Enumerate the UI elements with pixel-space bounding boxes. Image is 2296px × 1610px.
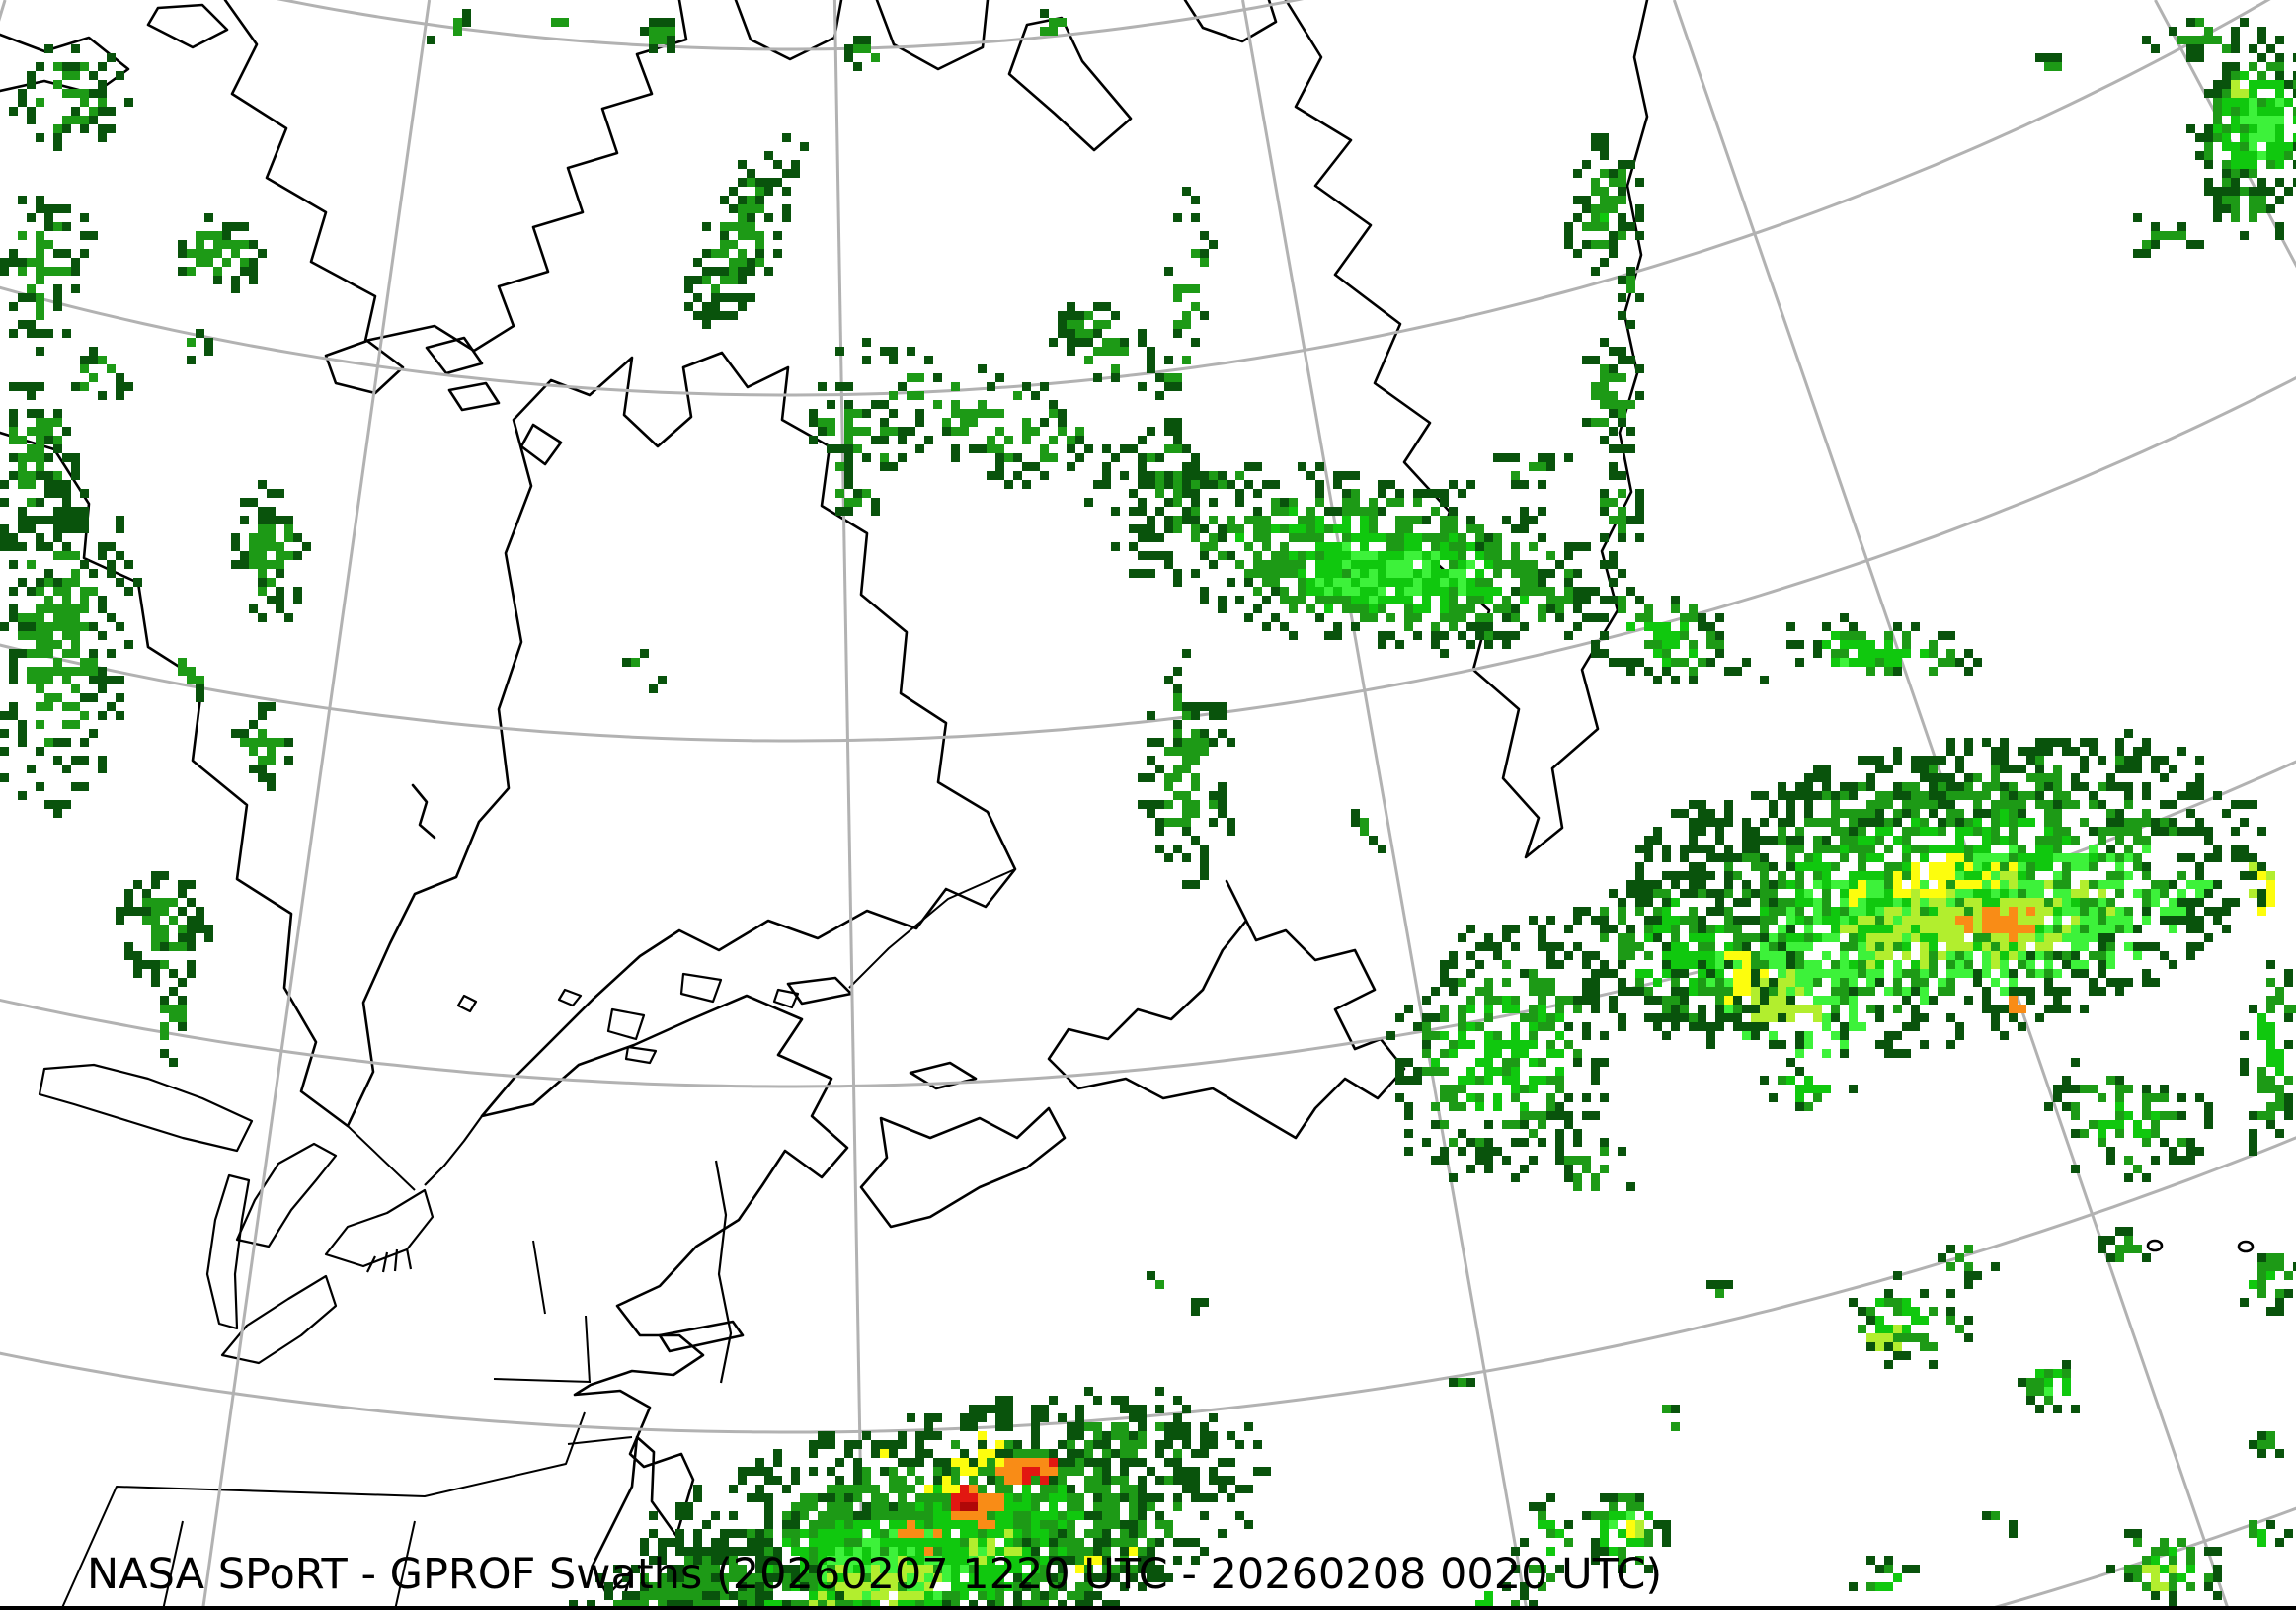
border-md — [567, 1436, 633, 1445]
coastline-mansel-island — [519, 423, 563, 466]
quebec-lake-4 — [679, 972, 723, 1004]
border-vt — [532, 1240, 546, 1315]
caption: NASA SPoRT - GPROF Swaths (20260207 1220… — [87, 1550, 1662, 1599]
lake-champlain — [714, 1160, 733, 1384]
coastline-islet-2 — [2237, 1240, 2255, 1253]
coastline-baffin-island — [223, 0, 688, 353]
lake-michigan — [205, 1173, 251, 1330]
graticule-parallel — [0, 376, 2296, 743]
coastline-newfoundland — [1047, 879, 1406, 1140]
border-labrador — [848, 868, 1016, 989]
rain-level-10-dark-red — [960, 1502, 978, 1511]
coastline-southampton-island — [324, 339, 405, 395]
border-sw-2 — [394, 1520, 416, 1610]
coastline-greenland — [1284, 0, 1649, 859]
graticule-parallel — [0, 0, 2271, 397]
lake-superior — [38, 1063, 254, 1153]
rain-level-3-bright-green — [764, 71, 2296, 1610]
coastline-belcher-islands — [411, 783, 436, 840]
coastline-island-d — [425, 336, 484, 375]
coastline-coats-island — [447, 381, 501, 412]
coastline-long-island — [658, 1320, 745, 1353]
border-ontario-quebec — [347, 1125, 416, 1191]
lake-huron — [235, 1142, 338, 1248]
lake-ontario — [324, 1188, 435, 1268]
coastline-island-b — [875, 0, 990, 71]
quebec-lake-1 — [557, 988, 583, 1007]
graticule-meridian — [201, 0, 432, 1610]
st-lawrence-river — [424, 1115, 483, 1186]
graticule-parallel — [276, 0, 1305, 51]
border-appalachian — [60, 1411, 586, 1610]
graticule-meridian — [832, 0, 865, 1610]
lake-erie — [220, 1274, 338, 1365]
rain-level-2-green — [9, 18, 2296, 1610]
coastline-nova-scotia — [859, 1106, 1067, 1229]
finger-lakes — [366, 1248, 413, 1273]
quebec-lake-2 — [606, 1007, 646, 1041]
coastline-arctic-island-2 — [146, 3, 229, 49]
coastline-mainland — [0, 351, 1017, 1610]
graticule-meridian — [1241, 0, 1529, 1610]
border-sw-1 — [162, 1520, 184, 1610]
quebec-lake-6 — [456, 994, 478, 1013]
coastline-islet-1 — [2146, 1239, 2164, 1252]
graticule-parallel — [1980, 1506, 2296, 1610]
rain-level-1-dark-green — [0, 9, 2296, 1610]
border-ny-east — [585, 1315, 591, 1384]
quebec-lake-5 — [772, 988, 800, 1009]
precipitation-layer — [0, 9, 2296, 1610]
rain-level-9-red — [951, 1458, 1058, 1511]
border-pa-ny — [493, 1378, 592, 1383]
quebec-lake-3 — [624, 1045, 658, 1065]
